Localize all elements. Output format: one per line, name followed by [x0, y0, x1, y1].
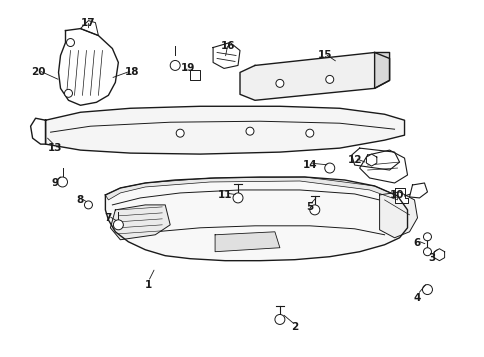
Text: 11: 11 [217, 190, 232, 200]
Polygon shape [105, 177, 397, 200]
Polygon shape [374, 52, 389, 88]
Text: 10: 10 [390, 190, 404, 200]
Circle shape [113, 220, 123, 230]
Polygon shape [351, 148, 399, 170]
Text: 15: 15 [317, 50, 332, 60]
Circle shape [309, 205, 319, 215]
Polygon shape [190, 70, 200, 80]
Text: 8: 8 [76, 195, 84, 205]
Circle shape [325, 75, 333, 84]
Circle shape [170, 60, 180, 70]
Text: 1: 1 [144, 280, 151, 290]
Polygon shape [394, 188, 407, 203]
Circle shape [64, 89, 72, 97]
Polygon shape [30, 118, 45, 144]
Circle shape [84, 201, 92, 209]
Text: 3: 3 [427, 253, 434, 263]
Text: 5: 5 [305, 202, 313, 212]
Polygon shape [379, 192, 417, 238]
Text: 9: 9 [52, 178, 59, 188]
Circle shape [422, 285, 432, 295]
Text: 6: 6 [413, 238, 420, 248]
Polygon shape [105, 177, 407, 261]
Circle shape [423, 233, 431, 241]
Circle shape [423, 248, 431, 256]
Polygon shape [110, 205, 170, 240]
Circle shape [232, 193, 242, 203]
Text: 13: 13 [48, 143, 62, 153]
Polygon shape [433, 249, 444, 261]
Polygon shape [45, 106, 404, 154]
Text: 19: 19 [181, 64, 195, 74]
Circle shape [305, 129, 313, 137]
Circle shape [324, 163, 334, 173]
Polygon shape [408, 183, 426, 198]
Polygon shape [80, 21, 98, 36]
Circle shape [274, 315, 284, 325]
Polygon shape [59, 29, 118, 105]
Text: 12: 12 [347, 155, 361, 165]
Circle shape [58, 177, 67, 187]
Circle shape [176, 129, 184, 137]
Text: 17: 17 [81, 17, 95, 27]
Text: 7: 7 [105, 213, 112, 223]
Circle shape [66, 39, 75, 46]
Text: 20: 20 [31, 67, 46, 77]
Circle shape [245, 127, 254, 135]
Text: 2: 2 [290, 322, 298, 332]
Text: 14: 14 [302, 160, 317, 170]
Text: 18: 18 [125, 67, 139, 77]
Polygon shape [366, 154, 376, 166]
Polygon shape [359, 150, 407, 183]
Polygon shape [214, 232, 279, 252]
Polygon shape [212, 42, 240, 69]
Circle shape [275, 79, 283, 87]
Text: 4: 4 [413, 292, 420, 302]
Polygon shape [240, 52, 389, 100]
Text: 16: 16 [220, 40, 235, 51]
